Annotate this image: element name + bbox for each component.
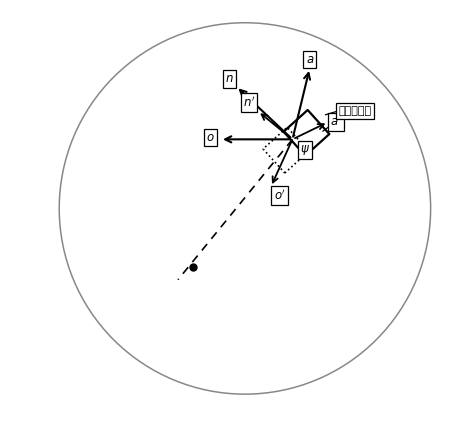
Text: $n'$: $n'$ <box>243 95 255 110</box>
Text: 末端执行器: 末端执行器 <box>339 106 372 116</box>
Text: $o$: $o$ <box>206 131 215 144</box>
Text: $\psi$: $\psi$ <box>300 143 310 157</box>
Text: $n$: $n$ <box>226 73 234 86</box>
Text: $o'$: $o'$ <box>273 188 285 203</box>
Text: $a$: $a$ <box>305 53 314 66</box>
Text: $a'$: $a'$ <box>330 115 341 129</box>
